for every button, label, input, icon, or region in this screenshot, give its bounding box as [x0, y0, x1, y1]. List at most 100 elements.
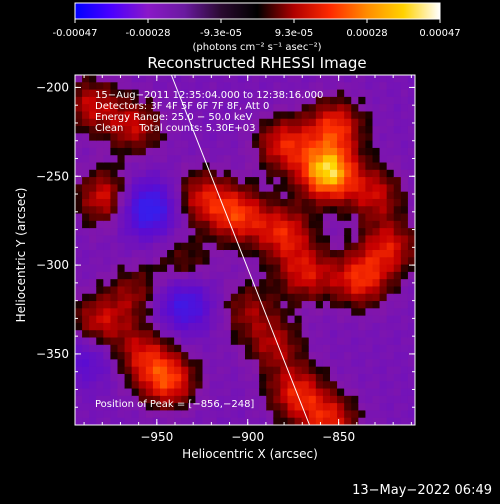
heatmap-cell [138, 133, 147, 142]
heatmap-cell [315, 191, 324, 200]
heatmap-cell [351, 82, 359, 91]
heatmap-cell [407, 250, 415, 258]
heatmap-cell [117, 388, 126, 397]
heatmap-cell [322, 308, 331, 317]
heatmap-cell [167, 177, 175, 185]
heatmap-cell [287, 293, 296, 302]
heatmap-cell [322, 75, 331, 83]
heatmap-cell [75, 191, 83, 200]
heatmap-cell [294, 417, 303, 425]
heatmap-cell [301, 111, 310, 120]
heatmap-cell [174, 352, 182, 360]
heatmap-cell [89, 140, 97, 149]
heatmap-cell [372, 242, 381, 251]
heatmap-cell [124, 388, 133, 397]
heatmap-cell [308, 111, 317, 120]
heatmap-cell [152, 293, 161, 302]
heatmap-cell [365, 301, 374, 309]
heatmap-cell [138, 213, 147, 222]
heatmap-cell [344, 177, 352, 185]
heatmap-cell [209, 308, 218, 317]
heatmap-cell [400, 228, 409, 237]
heatmap-cell [400, 133, 409, 142]
heatmap-cell [365, 344, 374, 353]
heatmap-cell [386, 388, 395, 397]
heatmap-cell [266, 140, 274, 149]
heatmap-cell [400, 140, 409, 149]
heatmap-cell [103, 133, 112, 142]
heatmap-cell [209, 206, 218, 215]
heatmap-cell [103, 366, 112, 375]
heatmap-cell [75, 257, 83, 266]
heatmap-cell [237, 286, 246, 295]
heatmap-cell [294, 257, 303, 266]
heatmap-cell [110, 366, 119, 375]
heatmap-cell [315, 250, 324, 258]
heatmap-cell [273, 388, 282, 397]
heatmap-cell [351, 104, 359, 113]
heatmap-cell [273, 184, 282, 193]
heatmap-cell [110, 82, 119, 91]
heatmap-cell [82, 359, 90, 368]
heatmap-cell [245, 366, 253, 375]
heatmap-cell [372, 366, 381, 375]
heatmap-cell [230, 177, 239, 185]
heatmap-cell [266, 242, 274, 251]
heatmap-cell [252, 359, 260, 368]
heatmap-cell [259, 235, 267, 244]
heatmap-cell [188, 235, 197, 244]
heatmap-cell [358, 191, 367, 200]
heatmap-cell [315, 89, 324, 98]
heatmap-cell [230, 359, 239, 368]
heatmap-cell [287, 191, 296, 200]
heatmap-cell [124, 322, 133, 331]
heatmap-cell [75, 213, 83, 222]
heatmap-cell [237, 301, 246, 309]
heatmap-cell [337, 184, 345, 193]
heatmap-cell [252, 271, 260, 280]
heatmap-cell [365, 147, 374, 156]
heatmap-cell [152, 206, 161, 215]
heatmap-cell [273, 213, 282, 222]
heatmap-cell [245, 206, 253, 215]
heatmap-cell [188, 177, 197, 185]
heatmap-cell [230, 395, 239, 404]
heatmap-cell [393, 118, 402, 127]
heatmap-cell [237, 89, 246, 98]
heatmap-cell [386, 177, 395, 185]
heatmap-cell [131, 366, 140, 375]
heatmap-cell [365, 126, 374, 134]
heatmap-cell [209, 381, 218, 390]
heatmap-cell [344, 417, 352, 425]
heatmap-cell [365, 118, 374, 127]
heatmap-cell [379, 184, 388, 193]
heatmap-cell [110, 177, 119, 185]
heatmap-cell [393, 198, 402, 207]
heatmap-cell [266, 118, 274, 127]
heatmap-cell [223, 235, 232, 244]
heatmap-cell [181, 228, 189, 237]
heatmap-cell [259, 301, 267, 309]
heatmap-cell [152, 373, 161, 382]
heatmap-cell [167, 184, 175, 193]
heatmap-cell [393, 366, 402, 375]
heatmap-cell [117, 235, 126, 244]
heatmap-cell [223, 169, 232, 178]
heatmap-cell [89, 89, 97, 98]
heatmap-cell [230, 169, 239, 178]
heatmap-cell [330, 162, 338, 171]
heatmap-cell [124, 96, 133, 105]
heatmap-cell [82, 104, 90, 113]
heatmap-cell [138, 250, 147, 258]
heatmap-cell [103, 184, 112, 193]
heatmap-cell [266, 155, 274, 164]
heatmap-cell [89, 308, 97, 317]
heatmap-cell [351, 118, 359, 127]
heatmap-cell [167, 111, 175, 120]
heatmap-cell [96, 96, 104, 105]
heatmap-cell [379, 322, 388, 331]
heatmap-cell [301, 250, 310, 258]
heatmap-cell [287, 104, 296, 113]
heatmap-cell [393, 82, 402, 91]
heatmap-cell [110, 75, 119, 83]
